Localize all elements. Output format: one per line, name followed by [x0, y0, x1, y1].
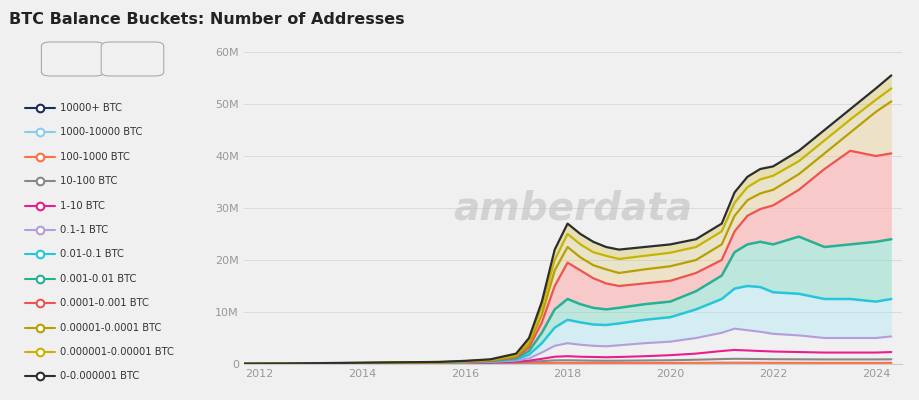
Text: 10-100 BTC: 10-100 BTC — [60, 176, 117, 186]
Text: All: All — [66, 54, 79, 64]
Text: 0.001-0.01 BTC: 0.001-0.01 BTC — [60, 274, 136, 284]
Text: amberdata: amberdata — [453, 189, 691, 227]
Text: Inv: Inv — [124, 54, 141, 64]
Text: 0.00001-0.0001 BTC: 0.00001-0.0001 BTC — [60, 322, 161, 332]
Text: 0.0001-0.001 BTC: 0.0001-0.001 BTC — [60, 298, 149, 308]
Text: 0-0.000001 BTC: 0-0.000001 BTC — [60, 372, 139, 382]
Text: 10000+ BTC: 10000+ BTC — [60, 103, 121, 113]
Text: 0.1-1 BTC: 0.1-1 BTC — [60, 225, 108, 235]
Text: 0.000001-0.00001 BTC: 0.000001-0.00001 BTC — [60, 347, 174, 357]
Text: 100-1000 BTC: 100-1000 BTC — [60, 152, 130, 162]
Text: BTC Balance Buckets: Number of Addresses: BTC Balance Buckets: Number of Addresses — [9, 12, 404, 27]
Text: 0.01-0.1 BTC: 0.01-0.1 BTC — [60, 250, 123, 260]
Text: 1000-10000 BTC: 1000-10000 BTC — [60, 127, 142, 137]
Text: 1-10 BTC: 1-10 BTC — [60, 201, 105, 210]
